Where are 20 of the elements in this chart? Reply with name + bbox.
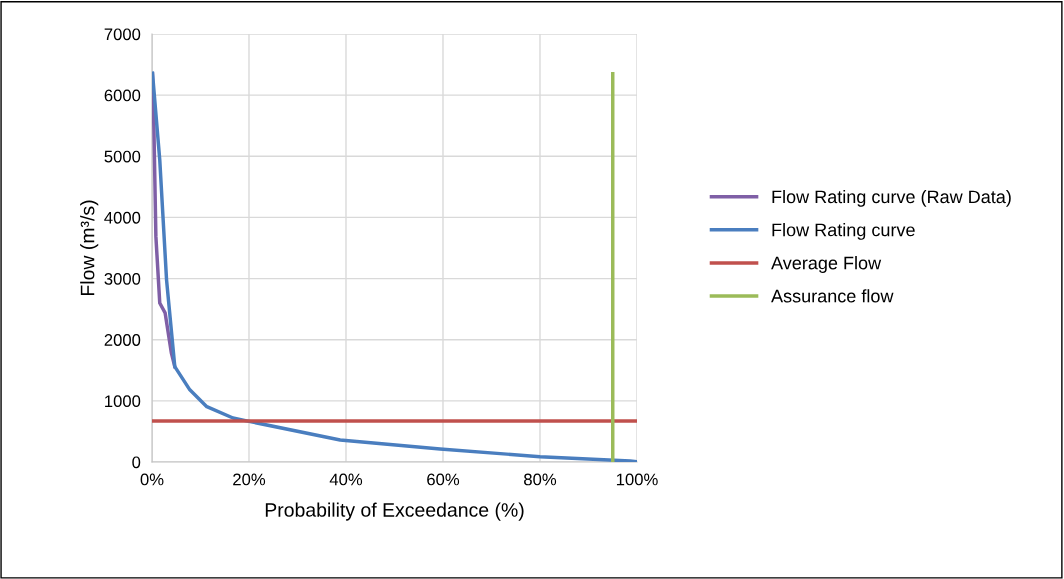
legend-label: Average Flow — [771, 256, 882, 273]
x-tick-label: 60% — [427, 473, 460, 486]
y-tick-label: 7000 — [104, 28, 141, 41]
x-axis-title: Probability of Exceedance (%) — [265, 502, 524, 521]
y-axis-title: Flow (m³/s) — [80, 200, 99, 295]
x-tick-label: 40% — [329, 473, 363, 486]
legend-label: Flow Rating curve (Raw Data) — [772, 189, 1011, 207]
y-tick-label: 6000 — [104, 89, 141, 102]
x-tick-label: 0% — [140, 473, 164, 486]
y-tick-label: 5000 — [104, 150, 141, 163]
x-tick-label: 80% — [524, 473, 557, 486]
y-tick-label: 4000 — [104, 211, 141, 224]
x-tick-label: 100% — [616, 473, 658, 486]
legend-label: Flow Rating curve — [772, 223, 915, 240]
x-tick-label: 20% — [233, 473, 266, 486]
legend-label: Assurance flow — [771, 289, 894, 303]
y-tick-label: 2000 — [104, 334, 141, 346]
y-tick-label: 0 — [132, 456, 141, 469]
y-tick-label: 1000 — [105, 395, 141, 408]
y-tick-label: 3000 — [104, 272, 141, 285]
